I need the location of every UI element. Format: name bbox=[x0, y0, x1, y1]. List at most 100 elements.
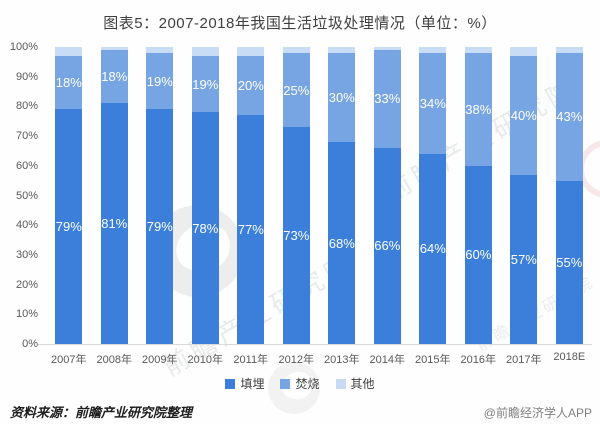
bar-segment-焚烧: 38% bbox=[464, 52, 492, 166]
bar-segment-其他 bbox=[191, 47, 219, 56]
y-axis-tick: 100% bbox=[9, 41, 38, 53]
bar-segment-焚烧: 18% bbox=[55, 55, 83, 110]
bar-value-label: 57% bbox=[510, 251, 537, 267]
bar-value-label: 64% bbox=[419, 241, 446, 257]
bar-segment-其他 bbox=[55, 47, 83, 56]
x-axis-tick: 2008年 bbox=[96, 354, 132, 366]
bar-column-2016年: 38% 60% bbox=[456, 47, 502, 344]
bar-column-2015年: 34% 64% bbox=[410, 47, 456, 344]
bar-segment-填埋: 60% bbox=[464, 165, 492, 344]
legend-item-其他: 其他 bbox=[335, 375, 375, 392]
x-axis-tick: 2013年 bbox=[324, 354, 360, 366]
bar-value-label: 79% bbox=[55, 219, 82, 235]
y-axis-tick: 90% bbox=[15, 70, 38, 83]
bar-segment-其他 bbox=[237, 47, 265, 56]
bar-segment-其他 bbox=[373, 47, 401, 50]
legend-swatch-icon bbox=[280, 378, 291, 389]
legend-swatch-icon bbox=[225, 378, 236, 389]
legend-label: 焚烧 bbox=[295, 377, 320, 391]
bar-value-label: 77% bbox=[237, 222, 264, 238]
y-axis-tick: 60% bbox=[15, 159, 38, 172]
x-axis-tick: 2011年 bbox=[233, 354, 269, 366]
bar-segment-焚烧: 40% bbox=[510, 55, 538, 175]
bar-value-label: 19% bbox=[146, 73, 173, 89]
y-axis-tick: 20% bbox=[15, 278, 38, 291]
bar-segment-焚烧: 19% bbox=[191, 55, 219, 113]
bar-segment-填埋: 66% bbox=[373, 147, 401, 344]
y-axis-tick: 40% bbox=[15, 219, 38, 232]
bar-segment-填埋: 55% bbox=[555, 180, 583, 344]
stacked-bar: 19% 78% bbox=[191, 47, 219, 344]
bar-segment-填埋: 57% bbox=[510, 174, 538, 344]
bar-column-2007年: 18% 79% bbox=[46, 47, 92, 344]
chart-title: 图表5：2007-2018年我国生活垃圾处理情况（单位：%） bbox=[103, 15, 497, 32]
bar-value-label: 20% bbox=[237, 78, 264, 94]
bar-value-label: 66% bbox=[374, 238, 401, 254]
y-axis-tick: 30% bbox=[15, 248, 38, 261]
bar-segment-其他 bbox=[146, 47, 174, 53]
bar-segment-填埋: 79% bbox=[146, 109, 174, 344]
bar-column-2017年: 40% 57% bbox=[501, 47, 547, 344]
bar-segment-焚烧: 43% bbox=[555, 52, 583, 181]
x-axis-tick: 2017年 bbox=[506, 354, 542, 366]
bar-segment-填埋: 68% bbox=[328, 142, 356, 344]
bar-value-label: 19% bbox=[192, 76, 219, 92]
bar-segment-其他 bbox=[100, 47, 128, 50]
x-axis-tick: 2014年 bbox=[369, 354, 405, 366]
x-axis-tick: 2016年 bbox=[460, 354, 496, 366]
bar-column-2008年: 18% 81% bbox=[92, 47, 138, 344]
bar-segment-填埋: 73% bbox=[282, 127, 310, 344]
x-axis: 2007年 2008年 2009年 2010年 2011年 2012年 2013年 2014年… bbox=[46, 351, 592, 367]
bar-segment-焚烧: 18% bbox=[100, 49, 128, 104]
legend-label: 其他 bbox=[350, 377, 375, 391]
x-axis-tick: 2012年 bbox=[278, 354, 314, 366]
source-note: 资料来源：前瞻产业研究院整理 bbox=[10, 405, 193, 420]
bar-segment-焚烧: 30% bbox=[328, 52, 356, 143]
x-axis-tick: 2007年 bbox=[51, 354, 87, 366]
x-axis-line bbox=[38, 344, 46, 345]
stacked-bar: 25% 73% bbox=[282, 47, 310, 344]
credit-note: @前瞻经济学人APP bbox=[483, 406, 592, 420]
x-axis-tick: 2015年 bbox=[415, 354, 451, 366]
bar-segment-填埋: 77% bbox=[237, 115, 265, 344]
y-axis-tick: 70% bbox=[15, 130, 38, 143]
plot-area: 18% 79% 18% 81% 19% 79% 19% 78% 20% 77% 25% 73% 30% 6… bbox=[46, 47, 592, 345]
y-axis-tick: 10% bbox=[15, 308, 38, 321]
y-axis-tick: 50% bbox=[15, 189, 38, 202]
bar-column-2014年: 33% 66% bbox=[365, 47, 411, 344]
bar-value-label: 79% bbox=[146, 219, 173, 235]
bar-value-label: 73% bbox=[283, 228, 310, 244]
bar-segment-其他 bbox=[282, 47, 310, 53]
bar-value-label: 78% bbox=[192, 220, 219, 236]
bar-segment-焚烧: 34% bbox=[419, 52, 447, 154]
stacked-bar: 43% 55% bbox=[555, 47, 583, 344]
x-axis-tick: 2018E bbox=[553, 351, 586, 363]
stacked-bar: 20% 77% bbox=[237, 47, 265, 344]
bar-segment-焚烧: 20% bbox=[237, 55, 265, 116]
bar-column-2009年: 19% 79% bbox=[137, 47, 183, 344]
bar-value-label: 18% bbox=[101, 69, 128, 85]
stacked-bar: 40% 57% bbox=[510, 47, 538, 344]
stacked-bar: 34% 64% bbox=[419, 47, 447, 344]
bar-column-2012年: 25% 73% bbox=[274, 47, 320, 344]
bar-value-label: 25% bbox=[283, 82, 310, 98]
bar-column-2013年: 30% 68% bbox=[319, 47, 365, 344]
bar-value-label: 34% bbox=[419, 95, 446, 111]
stacked-bar: 38% 60% bbox=[464, 47, 492, 344]
bar-value-label: 18% bbox=[55, 75, 82, 91]
bar-segment-其他 bbox=[555, 47, 583, 53]
bar-column-2011年: 20% 77% bbox=[228, 47, 274, 344]
x-axis-tick: 2010年 bbox=[187, 354, 223, 366]
bar-segment-焚烧: 19% bbox=[146, 52, 174, 110]
bar-segment-焚烧: 33% bbox=[373, 49, 401, 148]
bar-column-2018E: 43% 55% bbox=[547, 47, 593, 344]
x-axis-tick: 2009年 bbox=[142, 354, 178, 366]
bar-segment-其他 bbox=[419, 47, 447, 53]
bar-segment-填埋: 81% bbox=[100, 103, 128, 344]
bar-value-label: 68% bbox=[328, 235, 355, 251]
stacked-bar: 19% 79% bbox=[146, 47, 174, 344]
bar-segment-其他 bbox=[328, 47, 356, 53]
y-axis-tick: 80% bbox=[15, 100, 38, 113]
bar-segment-填埋: 78% bbox=[191, 112, 219, 344]
